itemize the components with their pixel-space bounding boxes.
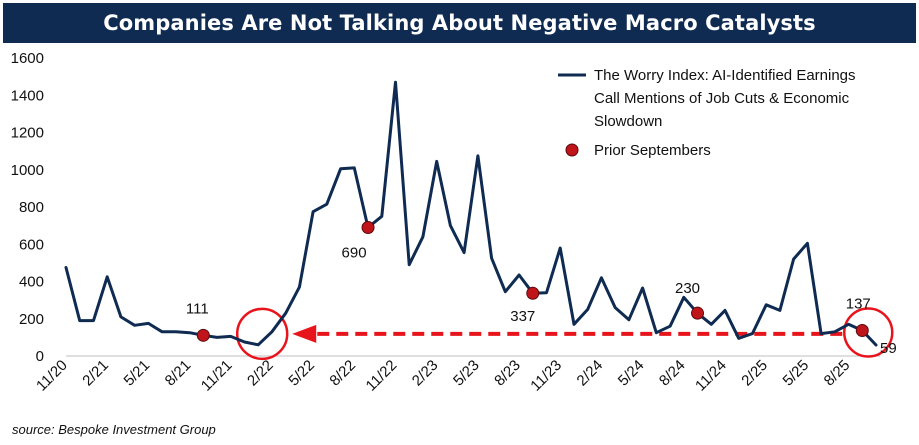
x-tick-label: 5/22 <box>285 357 318 390</box>
x-tick-label: 11/23 <box>527 357 565 395</box>
september-value-label: 137 <box>846 295 871 312</box>
legend-highlight-label: Prior Septembers <box>594 142 711 159</box>
x-tick-label: 11/24 <box>692 357 730 395</box>
y-tick-label: 400 <box>19 274 44 291</box>
x-tick-label: 2/25 <box>738 357 771 390</box>
y-tick-label: 1000 <box>11 162 44 179</box>
y-tick-label: 1200 <box>11 125 44 142</box>
september-marker <box>526 286 540 300</box>
x-tick-label: 8/21 <box>162 357 195 390</box>
legend-series-label: Slowdown <box>594 113 662 130</box>
september-value-label: 690 <box>342 244 367 261</box>
legend-series-label: The Worry Index: AI-Identified Earnings <box>594 67 856 84</box>
y-tick-label: 600 <box>19 236 44 253</box>
legend-series-label: Call Mentions of Job Cuts & Economic <box>594 90 850 107</box>
y-tick-label: 0 <box>36 348 44 365</box>
y-tick-label: 1400 <box>11 87 44 104</box>
x-tick-label: 2/21 <box>79 357 112 390</box>
september-value-label: 111 <box>186 300 209 317</box>
arrow-head <box>292 324 317 343</box>
x-tick-label: 5/25 <box>780 357 813 390</box>
x-tick-label: 2/23 <box>409 357 442 390</box>
chart-title: Companies Are Not Talking About Negative… <box>3 3 916 43</box>
legend-marker-swatch <box>565 143 579 157</box>
x-tick-label: 2/24 <box>574 357 607 390</box>
y-tick-label: 800 <box>19 199 44 216</box>
x-tick-label: 8/23 <box>491 357 524 390</box>
latest-value-label: 59 <box>880 340 897 357</box>
x-tick-label: 2/22 <box>244 357 277 390</box>
annotation-group <box>235 307 894 361</box>
september-marker <box>361 220 375 234</box>
latest-point-circle <box>843 307 894 358</box>
september-markers: 111 690 337 230 137 59 <box>186 220 897 357</box>
x-axis: 11/20 2/21 5/21 8/21 11/21 2/22 5/22 8/22 11/22 2… <box>33 357 853 395</box>
x-tick-label: 11/22 <box>363 357 401 395</box>
legend: The Worry Index: AI-Identified Earnings C… <box>558 67 856 159</box>
september-value-label: 230 <box>675 280 700 297</box>
september-marker <box>196 328 210 342</box>
x-tick-label: 5/23 <box>450 357 483 390</box>
september-marker <box>855 323 869 337</box>
low-point-circle <box>235 307 289 361</box>
x-tick-label: 8/24 <box>656 357 689 390</box>
x-tick-label: 8/25 <box>821 357 854 390</box>
y-axis: 0 200 400 600 800 1000 1200 1400 1600 <box>11 50 44 365</box>
x-tick-label: 5/21 <box>121 357 154 390</box>
september-value-label: 337 <box>510 308 535 325</box>
source-note: source: Bespoke Investment Group <box>12 422 216 437</box>
x-tick-label: 5/24 <box>615 357 648 390</box>
september-marker <box>691 306 705 320</box>
x-tick-label: 11/21 <box>198 357 236 395</box>
x-tick-label: 8/22 <box>326 357 359 390</box>
y-tick-label: 200 <box>19 311 44 328</box>
y-tick-label: 1600 <box>11 50 44 67</box>
